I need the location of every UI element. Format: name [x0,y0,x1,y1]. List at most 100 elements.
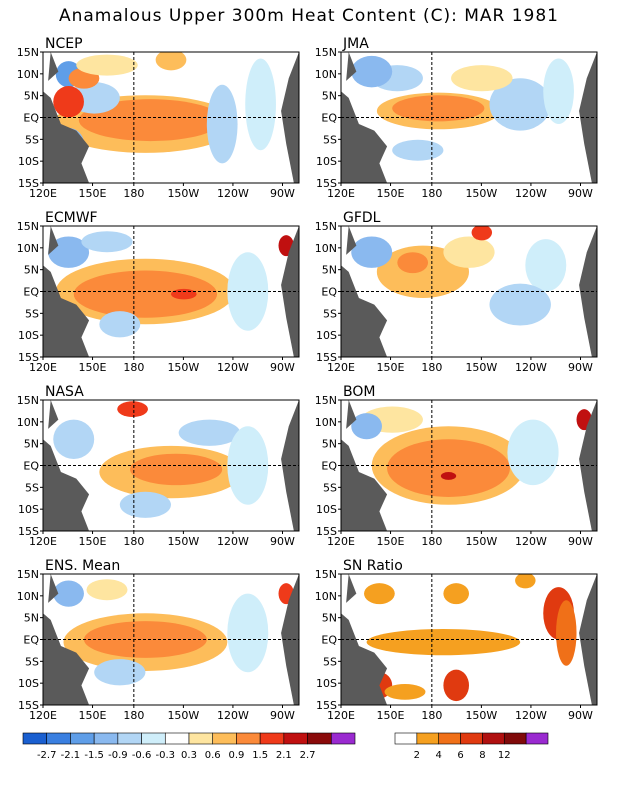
lon-tick-label: 120W [217,361,249,374]
lat-tick-label: 10N [17,68,39,81]
lon-tick-label: 150E [377,361,405,374]
colorbar-label: 6 [457,750,463,761]
contour-patch [119,491,171,518]
lat-tick-label: 5S [25,655,39,668]
lat-tick-label: 5N [322,612,337,625]
contour-patch [76,54,138,76]
lat-tick-label: EQ [23,460,39,473]
colorbar-swatch [416,732,440,745]
colorbar-label: 1.5 [252,750,268,761]
colorbar-label: 2 [414,750,420,761]
panel-label: ENS. Mean [45,558,120,574]
contour-patch [78,99,223,142]
lat-tick-label: 10S [316,503,337,516]
lat-tick-label: EQ [321,112,337,125]
lat-tick-label: 5S [25,307,39,320]
lon-tick-label: 150W [465,535,497,548]
lon-tick-label: 120W [217,709,249,722]
landmass-west [341,439,388,531]
contour-patch [94,659,146,686]
colorbar-swatch [22,732,48,745]
lat-tick-label: 5N [24,90,39,103]
contour-patch [392,95,485,122]
lon-tick-label: 150E [79,535,107,548]
contour-patch [364,583,395,605]
contour-patch [489,283,551,326]
lat-tick-label: 10N [315,68,337,81]
lon-tick-label: 150W [167,535,199,548]
lat-tick-label: 10N [17,242,39,255]
lon-tick-label: 150W [465,709,497,722]
lat-tick-label: 15N [315,220,337,233]
contour-patch [507,419,559,486]
contour-patch [53,419,95,459]
contour-patch [384,684,426,700]
panel-label: GFDL [343,210,381,226]
colorbar-label: -2.7 [37,750,57,761]
lon-tick-label: 180 [123,535,144,548]
contour-patch [515,574,536,589]
colorbar-swatch [394,732,418,745]
lat-tick-label: EQ [321,634,337,647]
lon-tick-label: 120E [29,187,57,200]
contour-patch [227,426,269,505]
landmass-west [43,439,90,531]
panel-label: JMA [342,36,369,52]
lat-tick-label: 10N [315,242,337,255]
lon-tick-label: 180 [421,709,442,722]
lat-tick-label: 10S [316,329,337,342]
contour-patch [178,419,241,446]
colorbar-label: 2.1 [276,750,292,761]
lon-tick-label: 120E [327,709,355,722]
contour-patch [206,84,238,164]
lon-tick-label: 120E [29,709,57,722]
lat-tick-label: 15S [18,177,39,190]
lat-tick-label: 15S [18,351,39,364]
lat-tick-label: 15S [316,525,337,538]
lat-tick-label: 5S [323,307,337,320]
colorbar-swatch [117,732,142,745]
landmass-philippines [48,400,59,429]
lon-tick-label: 90W [568,187,593,200]
contour-patch [130,453,223,486]
colorbar-swatch [438,732,461,745]
lon-tick-label: 150E [79,187,107,200]
lon-tick-label: 120W [515,361,547,374]
lon-tick-label: 90W [270,361,295,374]
lat-tick-label: 15N [315,394,337,407]
landmass-philippines [346,574,357,603]
colorbar-swatch [460,732,483,745]
colorbar-label: 0.3 [181,750,197,761]
lon-tick-label: 150E [79,361,107,374]
contour-patch [73,270,218,318]
contour-patch [525,239,567,292]
colorbar-swatch [482,732,505,745]
contour-patch [117,401,148,418]
contour-patch [227,593,269,673]
colorbar-label: -2.1 [61,750,81,761]
lat-tick-label: 5S [323,655,337,668]
panel-label: NCEP [45,36,83,52]
lon-tick-label: 150E [377,709,405,722]
colorbar-swatch [188,732,214,745]
lon-tick-label: 150W [167,361,199,374]
lon-tick-label: 120W [217,187,249,200]
landmass-philippines [48,226,59,255]
lon-tick-label: 180 [421,535,442,548]
contour-patch [351,236,393,268]
contour-patch [227,252,269,331]
lon-tick-label: 150W [465,361,497,374]
lat-tick-label: EQ [23,112,39,125]
lat-tick-label: 15N [315,568,337,581]
lon-tick-label: 150W [167,709,199,722]
lat-tick-label: 5N [24,612,39,625]
contour-patch [86,579,128,601]
colorbar-label: -0.9 [108,750,128,761]
landmass-west [43,265,90,357]
landmass-philippines [346,226,357,255]
lon-tick-label: 90W [568,535,593,548]
